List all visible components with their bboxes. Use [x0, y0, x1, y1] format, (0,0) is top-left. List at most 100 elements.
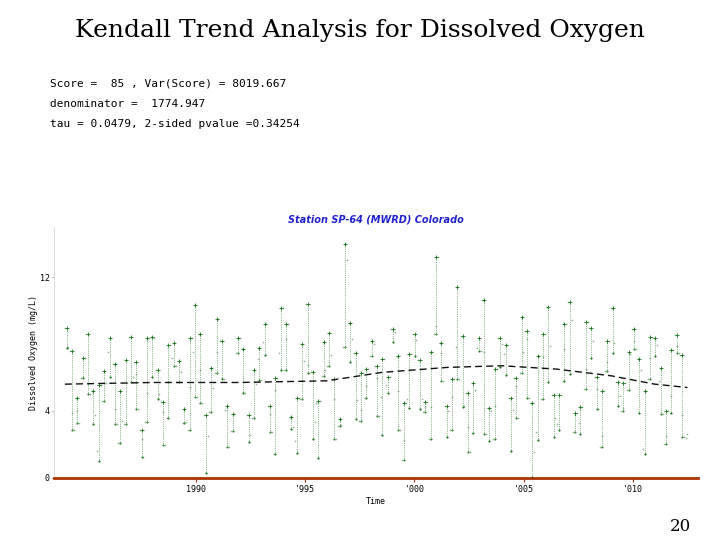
Point — [639, 450, 650, 458]
Point — [68, 426, 80, 435]
Point — [446, 393, 458, 402]
Point — [400, 399, 411, 408]
Point — [229, 410, 240, 418]
Point — [84, 390, 96, 399]
Point — [276, 304, 288, 313]
Point — [145, 333, 156, 341]
Point — [519, 327, 531, 335]
Point — [521, 334, 533, 343]
Point — [364, 352, 376, 360]
Point — [659, 439, 670, 448]
Point — [474, 347, 486, 356]
Point — [498, 349, 510, 358]
Point — [644, 354, 656, 363]
Point — [314, 396, 325, 405]
Point — [548, 433, 559, 442]
Point — [541, 302, 552, 311]
Point — [96, 396, 108, 405]
Point — [653, 376, 665, 385]
Point — [86, 386, 97, 395]
Point — [380, 381, 392, 389]
Point — [182, 426, 194, 435]
Point — [589, 373, 600, 381]
Point — [537, 353, 549, 362]
Point — [566, 315, 577, 324]
Point — [273, 349, 284, 357]
Point — [546, 391, 558, 400]
Point — [284, 413, 295, 422]
Point — [351, 395, 363, 404]
Point — [536, 394, 547, 403]
Point — [320, 366, 331, 374]
Point — [461, 388, 472, 397]
Point — [621, 386, 633, 394]
Text: 20: 20 — [670, 518, 691, 535]
Point — [107, 360, 119, 369]
Point — [307, 435, 319, 443]
Point — [330, 435, 342, 443]
Point — [291, 449, 302, 457]
Point — [398, 436, 410, 444]
Point — [189, 301, 201, 310]
Point — [487, 434, 499, 443]
Point — [584, 323, 595, 332]
Point — [218, 375, 230, 383]
Point — [552, 420, 563, 428]
Point — [594, 443, 606, 452]
Point — [598, 387, 609, 395]
Point — [59, 324, 71, 333]
Point — [297, 340, 308, 348]
Point — [471, 343, 482, 352]
Point — [175, 368, 186, 376]
Point — [585, 354, 597, 362]
Point — [72, 407, 84, 416]
Point — [509, 374, 521, 382]
Point — [112, 439, 124, 448]
Point — [194, 366, 206, 375]
Point — [327, 374, 338, 383]
Point — [580, 364, 592, 373]
Point — [200, 469, 212, 477]
Point — [462, 423, 474, 431]
Point — [91, 447, 103, 456]
Point — [439, 402, 451, 410]
Point — [641, 387, 652, 395]
Point — [66, 408, 78, 417]
Point — [577, 402, 588, 411]
Point — [250, 380, 261, 389]
Point — [676, 411, 688, 420]
Point — [111, 419, 122, 428]
Point — [459, 402, 470, 410]
Point — [302, 360, 313, 369]
Point — [530, 428, 541, 436]
Point — [373, 412, 384, 421]
Point — [436, 349, 447, 357]
Point — [421, 398, 433, 407]
Point — [129, 358, 140, 367]
Point — [127, 373, 138, 381]
Point — [89, 410, 101, 419]
Point — [420, 403, 431, 411]
Point — [496, 339, 508, 348]
Point — [414, 404, 426, 413]
Point — [293, 394, 305, 402]
Point — [671, 342, 683, 350]
Point — [181, 417, 192, 426]
Point — [416, 395, 428, 403]
Point — [392, 387, 404, 396]
Point — [567, 428, 579, 436]
Point — [626, 325, 638, 334]
Point — [161, 414, 172, 423]
Point — [153, 390, 165, 399]
Point — [186, 333, 197, 342]
Point — [341, 256, 353, 265]
Point — [662, 407, 674, 415]
Point — [106, 373, 117, 381]
Point — [532, 436, 544, 444]
Point — [268, 450, 279, 458]
Point — [664, 409, 675, 418]
Point — [204, 408, 215, 417]
Point — [174, 356, 185, 365]
Point — [93, 456, 104, 465]
Point — [346, 334, 358, 343]
